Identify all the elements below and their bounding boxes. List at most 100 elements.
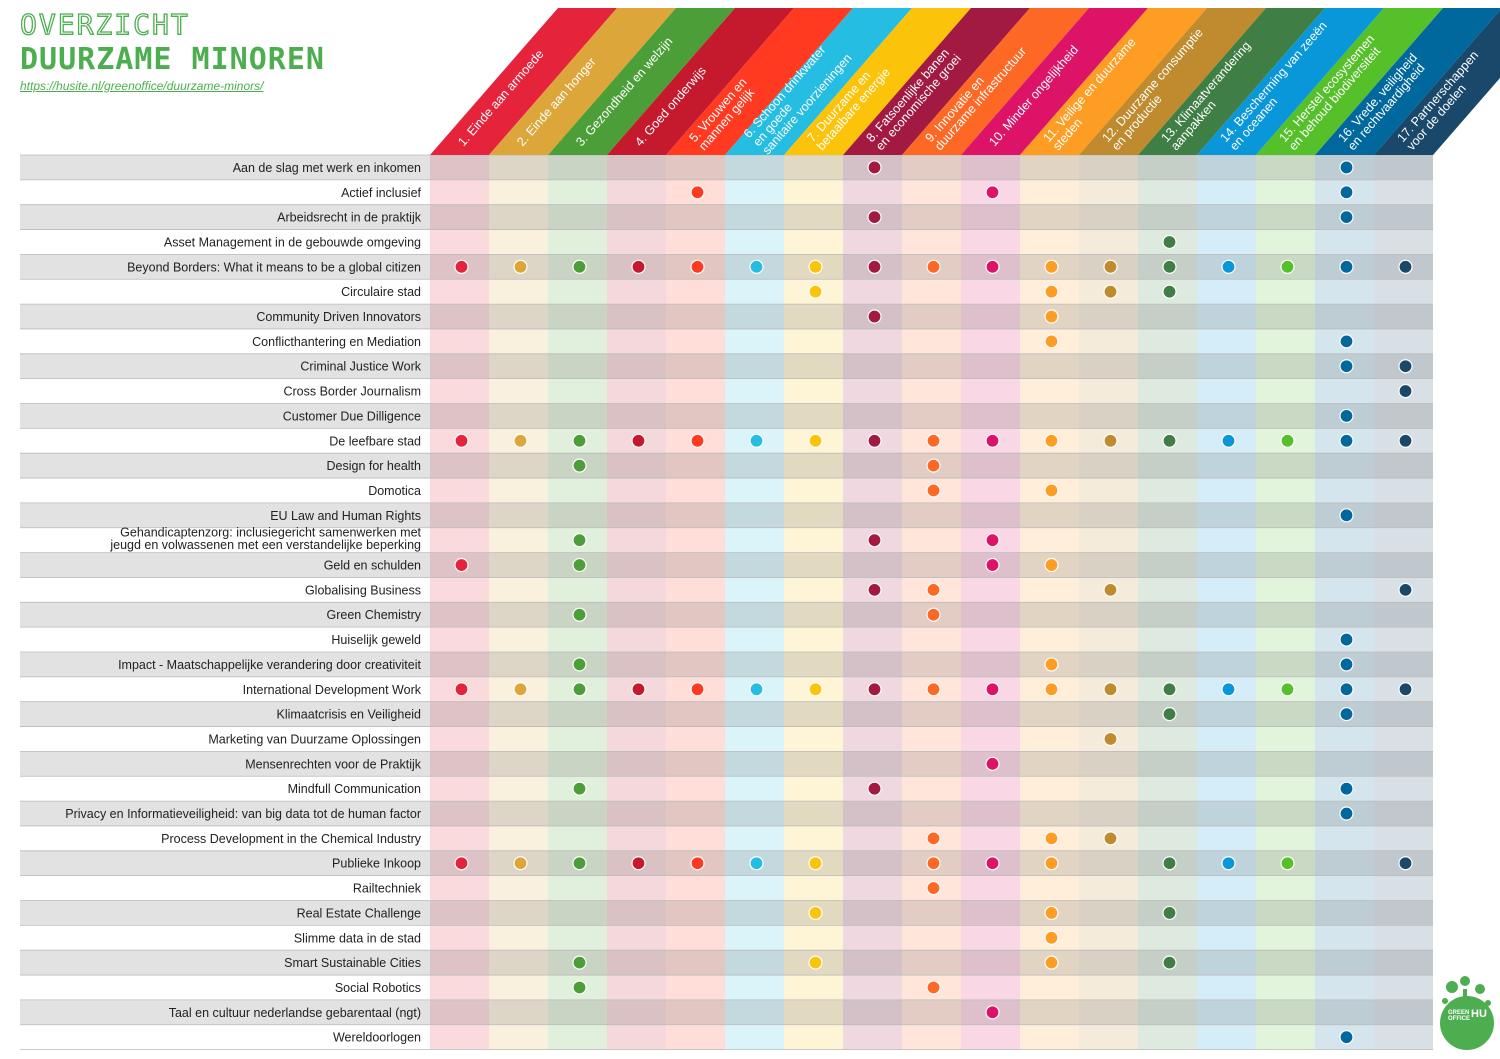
row-stripe <box>20 353 1433 379</box>
goal-dot <box>631 682 646 697</box>
minor-label: Beyond Borders: What it means to be a gl… <box>127 260 421 274</box>
sdg-header-band-17 <box>1374 10 1500 155</box>
minor-label: Smart Sustainable Cities <box>284 956 421 970</box>
sdg-header-band-12 <box>1079 8 1266 155</box>
minor-label: Globalising Business <box>305 583 421 597</box>
goal-dot <box>513 682 528 697</box>
minor-label-line: jeugd en volwassenen met een verstandeli… <box>109 538 421 552</box>
page-title-line2: DUURZAME MINOREN <box>20 42 325 77</box>
goal-dot <box>572 458 587 473</box>
goal-dot <box>1103 731 1118 747</box>
goal-dot <box>1280 682 1295 697</box>
minor-label-line: Gehandicaptenzorg: inclusiegericht samen… <box>120 525 421 539</box>
minor-label: Railtechniek <box>353 882 422 896</box>
sdg-header-band-6 <box>725 8 912 155</box>
goal-dot <box>572 433 587 448</box>
goal-dot <box>572 781 587 796</box>
minor-label: Process Development in the Chemical Indu… <box>161 832 422 846</box>
goal-dot <box>926 980 941 995</box>
goal-dot <box>749 682 764 697</box>
row-stripe <box>20 204 1433 230</box>
minor-label: Geld en schulden <box>324 559 421 573</box>
goal-dot <box>1221 682 1236 697</box>
goal-dot <box>867 781 882 796</box>
row-stripe <box>20 850 1433 876</box>
minor-label: De leefbare stad <box>329 434 421 448</box>
goal-dot <box>926 433 941 448</box>
goal-dot <box>985 1005 1000 1020</box>
sdg-header-band-7 <box>784 8 971 155</box>
goal-dot <box>1044 309 1059 324</box>
goal-dot <box>926 607 941 622</box>
sdg-header-band-15 <box>1256 8 1443 155</box>
sdg-header-band-8 <box>843 8 1030 155</box>
goal-dot <box>867 210 882 225</box>
row-stripe <box>20 403 1433 429</box>
goal-dot <box>1339 160 1354 175</box>
goal-dot <box>1339 1030 1354 1045</box>
sdg-header-band-10 <box>961 8 1148 155</box>
goal-dot <box>572 607 587 622</box>
goal-dot <box>1162 682 1177 697</box>
goal-dot <box>926 582 941 597</box>
minor-label: Real Estate Challenge <box>297 906 421 920</box>
goal-dot <box>1398 856 1413 871</box>
row-stripe <box>20 701 1433 727</box>
goal-dot <box>572 980 587 995</box>
sdg-header-band-11 <box>1020 8 1207 155</box>
goal-dot <box>1398 259 1413 274</box>
goal-dot <box>1339 185 1354 200</box>
goal-dot <box>1339 210 1354 225</box>
minor-label: Community Driven Innovators <box>256 310 421 324</box>
minor-label: Huiselijk geweld <box>331 633 421 647</box>
logo-hu-text: HU <box>1471 1008 1487 1020</box>
minor-label: EU Law and Human Rights <box>270 509 421 523</box>
minor-label: Marketing van Duurzame Oplossingen <box>208 732 421 746</box>
goal-dot <box>1162 259 1177 274</box>
minor-label: Mensenrechten voor de Praktijk <box>245 757 422 771</box>
goal-dot <box>1339 781 1354 796</box>
goal-dot <box>1103 259 1118 274</box>
goal-dot <box>572 557 587 573</box>
goal-dot <box>513 259 528 274</box>
minor-label: Design for health <box>326 459 421 473</box>
green-office-logo <box>1440 976 1494 1050</box>
goal-dot <box>1044 831 1059 846</box>
minor-labels: Aan de slag met werk en inkomen Actief in… <box>65 161 422 1045</box>
goal-dot <box>985 533 1000 548</box>
sdg-header-band-9 <box>902 8 1089 155</box>
goal-dot <box>926 682 941 697</box>
goal-dot <box>749 433 764 448</box>
goal-dot <box>985 756 1000 771</box>
goal-dot <box>867 582 882 597</box>
goal-dot <box>1339 433 1354 448</box>
goal-dot <box>1162 234 1177 250</box>
goal-dot <box>1398 433 1413 448</box>
minor-label: Privacy en Informatieveiligheid: van big… <box>65 807 421 821</box>
goal-dot <box>926 831 941 846</box>
goal-dot <box>749 259 764 274</box>
row-stripes <box>20 154 1433 1050</box>
goal-dot <box>454 433 469 448</box>
goal-dot <box>1044 682 1059 697</box>
sdg-header-band-1 <box>430 8 617 155</box>
sdg-header-band-3 <box>548 8 735 155</box>
goal-dot <box>867 309 882 324</box>
minor-label: Taal en cultuur nederlandse gebarentaal … <box>169 1006 421 1020</box>
goal-dot <box>1044 259 1059 274</box>
goal-dot <box>926 856 941 871</box>
sdg-header-band-5 <box>666 8 853 155</box>
goal-dot <box>808 682 823 697</box>
goal-dot <box>1339 707 1354 722</box>
source-link[interactable]: https://husite.nl/greenoffice/duurzame-m… <box>20 79 264 93</box>
goal-dot <box>808 955 823 970</box>
goal-dot <box>631 856 646 871</box>
row-stripe <box>20 502 1433 528</box>
row-stripe <box>20 602 1433 628</box>
row-stripe <box>20 999 1433 1025</box>
goal-dot <box>513 856 528 871</box>
goal-dot <box>454 856 469 871</box>
goal-dot <box>1044 284 1059 299</box>
goal-dot <box>690 682 705 697</box>
goal-dot <box>926 259 941 274</box>
